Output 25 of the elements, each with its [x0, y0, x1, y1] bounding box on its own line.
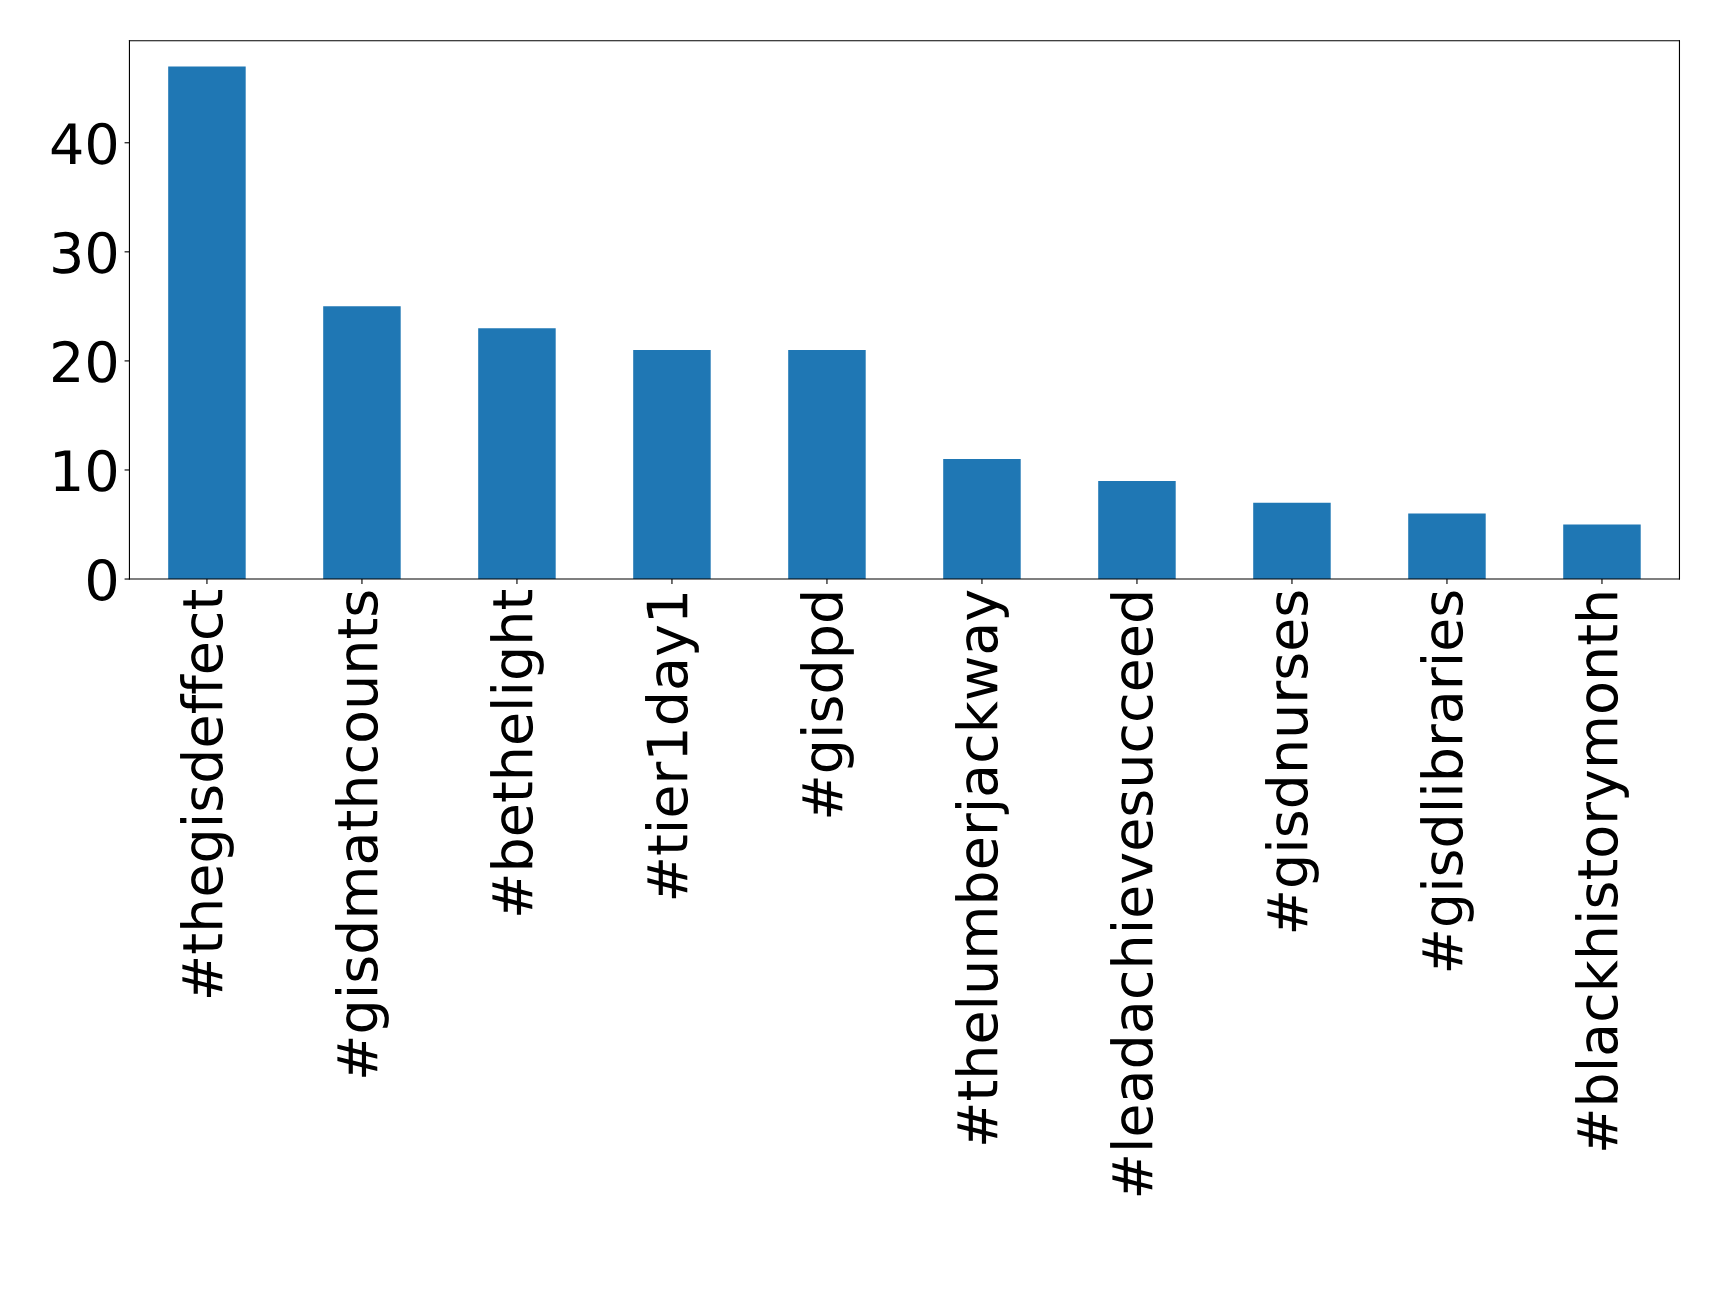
x-tick-label: #gisdpd: [800, 593, 854, 817]
x-tick-label: #bethelight: [490, 590, 544, 915]
x-tick-label: #blackhistorymonth: [1575, 593, 1629, 1150]
x-tick-label: #thegisdeffect: [180, 590, 234, 997]
x-tick-label: #gisdnurses: [1265, 591, 1319, 932]
bar: [788, 350, 866, 580]
bar: [1253, 502, 1331, 580]
bar: [478, 328, 556, 580]
y-tick-label: 30: [53, 231, 117, 274]
bar: [1563, 524, 1641, 580]
bar: [943, 459, 1021, 580]
bar: [633, 350, 711, 580]
bar: [1408, 513, 1486, 580]
x-tick-label: #leadachievesucceed: [1110, 593, 1154, 1196]
y-tick-label: 10: [55, 449, 117, 492]
x-tick-label: #gisdlibraries: [1420, 591, 1474, 971]
y-tick-label: 40: [51, 122, 117, 165]
x-tick-label: #gisdmathcounts: [335, 591, 389, 1077]
y-tick-label: 0: [88, 558, 117, 601]
x-tick-label: #thelumberjackway: [955, 590, 1009, 1144]
bar: [323, 306, 401, 580]
y-tick-label: 20: [53, 340, 117, 383]
x-tick-label: #tier1day1: [645, 593, 699, 899]
bar: [1098, 480, 1176, 580]
bar: [168, 66, 246, 580]
